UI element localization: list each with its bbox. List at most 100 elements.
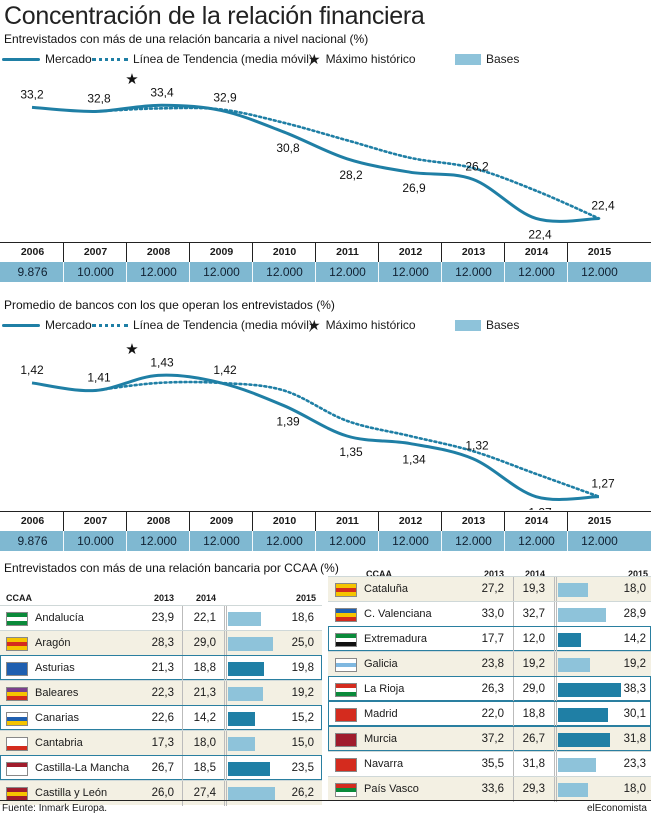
legend-maximo: ★ Máximo histórico (308, 51, 416, 67)
column-divider (182, 731, 183, 756)
value-v13: 17,3 (151, 737, 174, 749)
value-v13: 21,3 (151, 662, 174, 674)
table-row: La Rioja 26,3 29,0 38,3 (328, 676, 651, 702)
bases-separator (504, 262, 505, 282)
table-row: Cantabria 17,3 18,0 15,0 (0, 730, 322, 756)
star-icon: ★ (308, 317, 321, 333)
value-v14: 32,7 (522, 608, 545, 620)
column-divider (513, 577, 514, 602)
column-header: 2015 (628, 569, 649, 579)
x-tick (441, 243, 442, 263)
value-v14: 18,8 (193, 662, 216, 674)
trend-line (93, 380, 601, 498)
data-label-2008: 33,4 (150, 85, 174, 99)
x-tick-label: 2010 (272, 246, 297, 258)
region-flag-icon (335, 783, 357, 797)
x-tick (315, 512, 316, 532)
value-bar (228, 762, 271, 776)
data-label-2009: 32,9 (213, 90, 237, 104)
region-name: C. Valenciana (364, 608, 432, 620)
column-divider (556, 577, 557, 602)
tendencia-swatch (92, 323, 128, 327)
chart1-x-axis: 2006 2007 2008 2009 2010 2011 2012 2013 2014 2015 (0, 242, 651, 263)
bases-separator (252, 262, 253, 282)
bases-value: 12.000 (455, 534, 492, 548)
column-divider (556, 752, 557, 777)
column-divider (226, 656, 227, 681)
table-row: Galicia 23,8 19,2 19,2 (328, 651, 651, 677)
value-v14: 29,0 (522, 683, 545, 695)
table-row: Cataluña 27,2 19,3 18,0 (328, 576, 651, 602)
brand-logo: elEconomista (586, 803, 647, 814)
region-flag-icon (6, 737, 28, 751)
value-v13: 27,2 (481, 583, 504, 595)
data-label-2007: 32,8 (87, 91, 111, 105)
column-divider (224, 606, 225, 631)
x-tick-label: 2006 (20, 515, 45, 527)
legend-bases: Bases (455, 52, 519, 66)
table-row: Navarra 35,5 31,8 23,3 (328, 751, 651, 777)
value-bar (228, 737, 255, 751)
page-title: Concentración de la relación financiera (4, 2, 425, 30)
value-bar (558, 683, 622, 697)
column-divider (226, 606, 227, 631)
x-tick-label: 2011 (336, 246, 359, 258)
column-divider (554, 652, 555, 677)
value-v15: 23,5 (291, 762, 314, 774)
column-divider (554, 677, 555, 702)
data-label-2006: 33,2 (20, 87, 44, 101)
table-header: CCAA 2013 2014 2015 (0, 590, 322, 608)
x-tick-label: 2012 (398, 246, 423, 258)
column-divider (226, 781, 227, 806)
data-label-2012: 26,9 (402, 181, 426, 195)
value-v15: 19,2 (623, 658, 646, 670)
column-divider (182, 656, 183, 681)
column-divider (556, 627, 557, 652)
value-v14: 18,5 (193, 762, 216, 774)
x-tick-label: 2007 (83, 246, 108, 258)
mercado-line (31, 373, 600, 501)
legend-tendencia: Línea de Tendencia (media móvil) (92, 52, 313, 66)
column-divider (513, 652, 514, 677)
region-name: Canarias (35, 712, 80, 724)
value-v14: 12,0 (522, 633, 545, 645)
value-v15: 18,0 (623, 583, 646, 595)
table-row: Andalucía 23,9 22,1 18,6 (0, 605, 322, 631)
region-name: Baleares (35, 687, 79, 699)
column-divider (226, 631, 227, 656)
x-tick (567, 512, 568, 532)
data-label-2013: 1,32 (465, 439, 489, 453)
value-v15: 31,8 (623, 733, 646, 745)
max-star-icon: ★ (125, 340, 138, 358)
mercado-swatch (2, 57, 40, 61)
value-v14: 29,0 (193, 637, 216, 649)
bases-separator (126, 262, 127, 282)
x-tick (126, 512, 127, 532)
region-name: Murcia (364, 733, 398, 745)
legend-bases: Bases (455, 318, 519, 332)
x-tick (63, 512, 64, 532)
value-v15: 19,2 (291, 687, 314, 699)
x-tick (189, 243, 190, 263)
region-flag-icon (335, 683, 357, 697)
footer-divider (0, 800, 651, 801)
region-flag-icon (6, 637, 28, 651)
column-divider (513, 602, 514, 627)
data-label-2007: 1,41 (87, 371, 111, 385)
column-divider (513, 777, 514, 802)
x-tick-label: 2013 (461, 246, 486, 258)
value-bar (558, 633, 582, 647)
star-icon: ★ (308, 51, 321, 67)
column-header: 2013 (484, 569, 505, 579)
bases-separator (504, 531, 505, 551)
value-bar (228, 662, 264, 676)
bases-value: 12.000 (140, 265, 177, 279)
value-v14: 19,3 (522, 583, 545, 595)
chart1-subtitle: Entrevistados con más de una relación ba… (4, 32, 369, 46)
legend-maximo: ★ Máximo histórico (308, 317, 416, 333)
x-tick-label: 2012 (398, 515, 423, 527)
x-tick-label: 2008 (146, 246, 171, 258)
table-row: Asturias 21,3 18,8 19,8 (0, 655, 322, 681)
table-row: Baleares 22,3 21,3 19,2 (0, 680, 322, 706)
column-divider (224, 656, 225, 681)
